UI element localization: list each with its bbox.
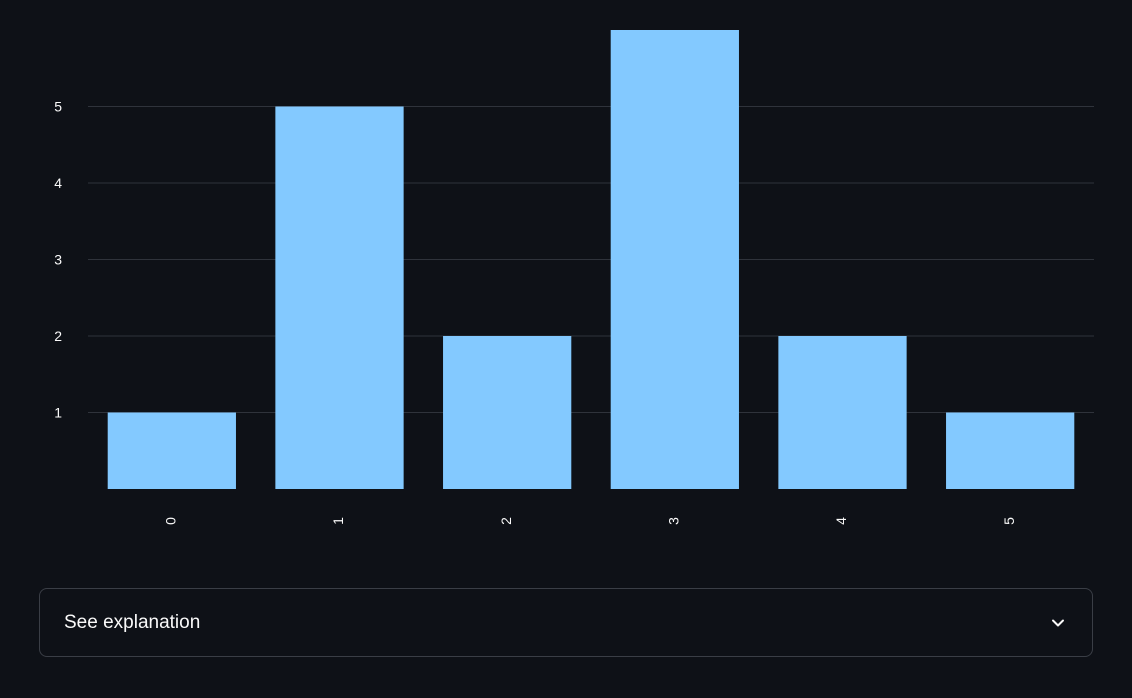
grid-lines (88, 106, 1094, 413)
bar-0[interactable] (107, 412, 236, 490)
y-tick-label: 5 (54, 99, 62, 115)
bar-3[interactable] (610, 30, 739, 489)
bar-4[interactable] (778, 336, 907, 489)
bar-1[interactable] (275, 106, 404, 490)
x-tick-label: 1 (330, 517, 346, 525)
x-axis-ticks: 0 1 2 3 4 5 (163, 517, 1017, 525)
bar-2[interactable] (443, 336, 572, 489)
see-explanation-expander[interactable]: See explanation (39, 588, 1093, 657)
y-tick-label: 1 (54, 405, 62, 421)
bar-5[interactable] (946, 412, 1075, 490)
x-tick-label: 4 (833, 517, 849, 525)
y-tick-label: 4 (54, 175, 62, 191)
x-tick-label: 0 (163, 517, 179, 525)
x-tick-label: 3 (666, 517, 682, 525)
x-tick-label: 5 (1001, 517, 1017, 525)
x-tick-label: 2 (498, 517, 514, 525)
expander-label: See explanation (64, 611, 201, 633)
bars (107, 30, 1075, 490)
y-axis-ticks: 1 2 3 4 5 (54, 99, 62, 421)
chevron-down-icon[interactable] (1048, 613, 1068, 633)
bar-chart: 1 2 3 4 5 0 1 2 3 4 5 (54, 30, 1094, 525)
y-tick-label: 3 (54, 252, 62, 268)
y-tick-label: 2 (54, 328, 62, 344)
